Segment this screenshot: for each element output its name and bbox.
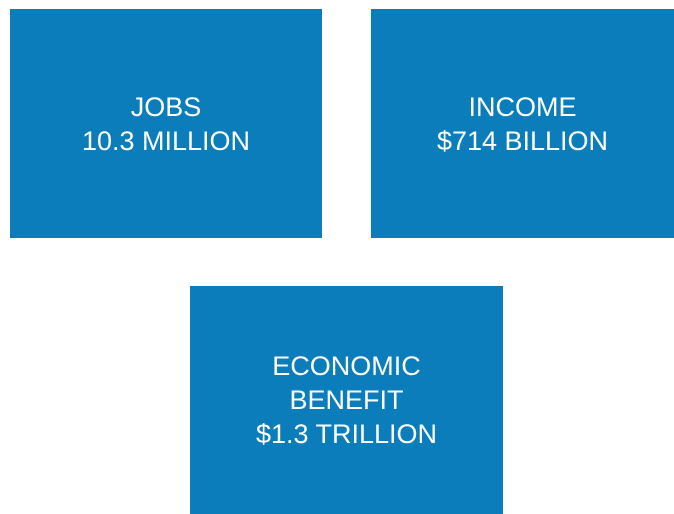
- box-line: ECONOMIC: [272, 351, 421, 381]
- jobs-box: JOBS 10.3 MILLION: [10, 9, 322, 238]
- box-line: INCOME: [468, 91, 577, 122]
- box-line: JOBS: [130, 91, 202, 122]
- box-line: $1.3 TRILLION: [255, 419, 438, 449]
- box-line: 10.3 MILLION: [81, 125, 251, 156]
- economic-benefit-box: ECONOMIC BENEFIT $1.3 TRILLION: [190, 286, 503, 514]
- income-box: INCOME $714 BILLION: [371, 9, 674, 238]
- box-line: $714 BILLION: [436, 125, 609, 156]
- box-line: BENEFIT: [289, 385, 404, 415]
